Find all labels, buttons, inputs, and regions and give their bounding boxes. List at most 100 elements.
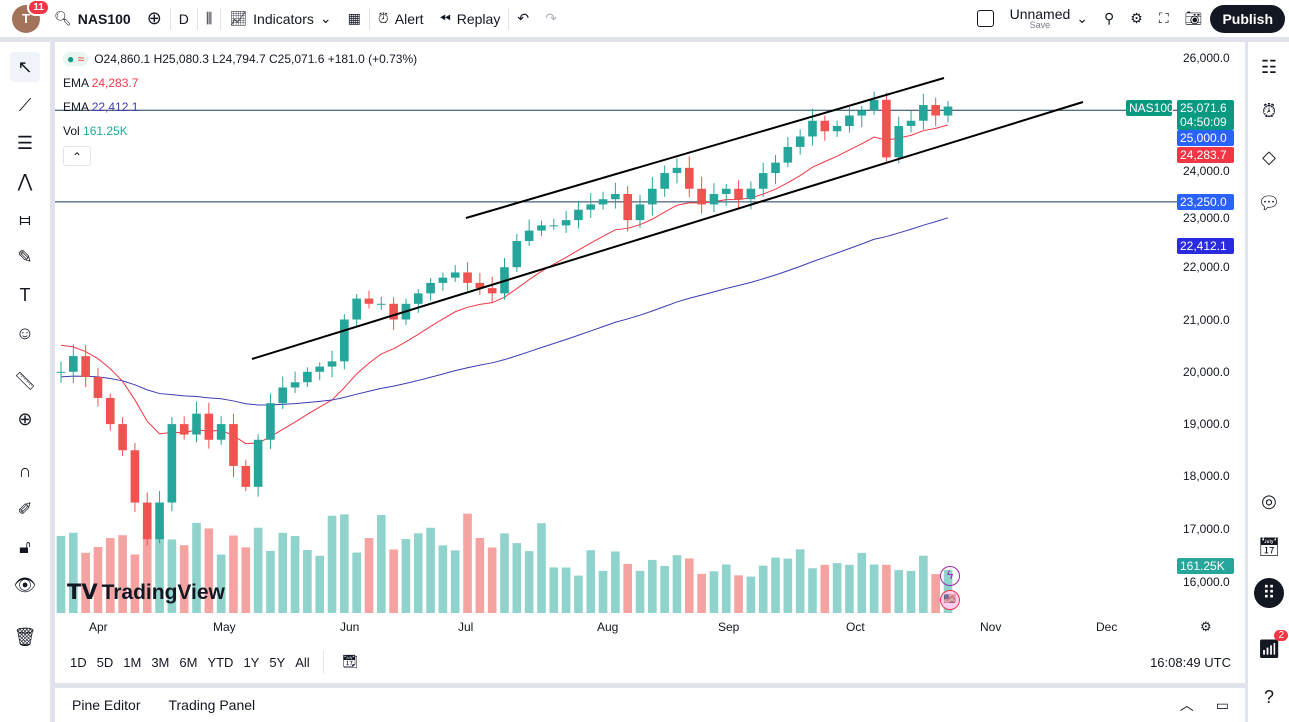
forecast-tool[interactable]: ⧦ xyxy=(10,204,40,234)
lightning-search-icon: ⚲ xyxy=(1104,10,1115,26)
snapshot-button[interactable]: 📷︎ xyxy=(1177,0,1211,38)
alerts-button[interactable]: ⏰︎ xyxy=(1254,96,1284,126)
trend-line-tool[interactable]: ⟋ xyxy=(10,90,40,120)
price-tick: 19,000.0 xyxy=(1183,417,1230,432)
candle-body xyxy=(327,361,337,367)
price-tick: 22,000.0 xyxy=(1183,260,1230,275)
compare-button[interactable]: ⊕ xyxy=(139,0,170,38)
candle-body xyxy=(537,225,546,231)
layout-button[interactable]: Unnamed Save ⌄ xyxy=(969,0,1096,38)
volume-bar xyxy=(684,558,694,613)
candle-body xyxy=(487,288,497,294)
candle-body xyxy=(783,146,793,163)
replay-button[interactable]: ⏪︎ Replay xyxy=(432,0,509,38)
us-flag-event-icon[interactable]: 🇺🇸 xyxy=(940,590,960,610)
utc-clock[interactable]: 16:08:49 UTC xyxy=(1150,654,1231,670)
volume-bar xyxy=(808,568,817,613)
user-avatar[interactable]: T 11 xyxy=(12,0,50,33)
range-button[interactable]: 1M xyxy=(123,654,142,670)
range-button[interactable]: 1D xyxy=(70,654,87,670)
range-button[interactable]: YTD xyxy=(207,654,234,670)
bottom-panel: Pine Editor Trading Panel ︿ ▭ xyxy=(55,688,1245,722)
fullscreen-button[interactable]: ⛶ xyxy=(1151,0,1177,38)
ema-fast-tag: 24,283.7 xyxy=(1177,147,1234,163)
volume-bar xyxy=(672,555,682,613)
undo-button[interactable]: ↶ xyxy=(509,0,537,38)
trading-panel-tab[interactable]: Trading Panel xyxy=(168,697,256,713)
pattern-tool[interactable]: ⋀ xyxy=(10,166,40,196)
range-button[interactable]: 6M xyxy=(179,654,198,670)
volume-bar xyxy=(758,565,768,613)
interval-button[interactable]: D xyxy=(178,10,189,27)
time-tick: May xyxy=(213,620,236,634)
range-button[interactable]: 3M xyxy=(151,654,170,670)
remove-drawings-tool[interactable]: 🗑︎ xyxy=(10,622,40,652)
products-button[interactable]: ⠿ xyxy=(1254,578,1284,608)
help-icon: ? xyxy=(1263,686,1274,707)
layers-icon: ◇ xyxy=(1262,146,1276,167)
volume-bar xyxy=(524,551,534,613)
axis-settings-button[interactable]: ⚙ xyxy=(1200,619,1212,635)
time-axis[interactable]: Apr May Jun Jul Aug Sep Oct Nov Dec xyxy=(55,617,1175,637)
lightning-event-icon[interactable]: ϟ xyxy=(940,566,960,586)
zoom-tool[interactable]: ⊕ xyxy=(10,404,40,434)
range-button[interactable]: 1Y xyxy=(243,654,260,670)
price-scale[interactable]: 26,000.0 24,000.0 23,000.0 22,000.0 21,000.0… xyxy=(1177,42,1245,642)
grid-icon: ▦ xyxy=(347,10,361,26)
chart-area[interactable]: ● ≈ O24,860.1 H25,080.3 L24,794.7 C25,07… xyxy=(55,42,1245,683)
volume-legend[interactable]: Vol 161.25K xyxy=(63,124,128,138)
ema-slow-legend[interactable]: EMA 22,412.1 xyxy=(63,100,138,114)
price-tick: 16,000.0 xyxy=(1183,575,1230,589)
hide-tool[interactable]: 👁︎ xyxy=(10,570,40,600)
stay-drawing-tool[interactable]: ✐ xyxy=(10,494,40,524)
icon-tool[interactable]: ☺ xyxy=(10,318,40,348)
calendar-button[interactable]: 📅︎ xyxy=(1254,532,1284,562)
price-chart[interactable] xyxy=(55,42,1245,642)
notifications-button[interactable]: 📶︎ 2 xyxy=(1254,630,1288,664)
templates-button[interactable]: ▦ xyxy=(340,0,369,38)
ideas-button[interactable]: ◎ xyxy=(1254,486,1284,516)
symbol-search[interactable]: 🔍︎ NAS100 xyxy=(46,0,139,38)
alert-button[interactable]: ⏰︎ Alert xyxy=(370,0,432,38)
pine-editor-tab[interactable]: Pine Editor xyxy=(72,697,141,713)
volume-bar xyxy=(105,538,115,613)
candle-body xyxy=(832,125,842,132)
range-button[interactable]: All xyxy=(295,654,310,670)
candle-body xyxy=(130,450,140,503)
maximize-panel-button[interactable]: ▭ xyxy=(1216,697,1229,714)
redo-button[interactable]: ↷ xyxy=(537,0,565,38)
search-icon: 🔍︎ xyxy=(54,10,72,26)
brush-tool[interactable]: ✎ xyxy=(10,242,40,272)
lock-tool[interactable]: 🔓︎ xyxy=(10,532,40,562)
watchlist-button[interactable]: ☷ xyxy=(1254,52,1284,82)
range-button[interactable]: 5Y xyxy=(269,654,286,670)
cursor-tool[interactable]: ↖ xyxy=(10,52,40,82)
zoom-in-icon: ⊕ xyxy=(17,408,33,429)
magnet-tool[interactable]: ∩ xyxy=(10,456,40,486)
collapse-legend-button[interactable]: ⌃ xyxy=(63,146,91,166)
ruler-tool[interactable]: 📏︎ xyxy=(10,366,40,396)
chats-button[interactable]: 💬︎ xyxy=(1254,188,1284,218)
candle-body xyxy=(426,282,435,294)
settings-button[interactable]: ⚙ xyxy=(1122,0,1151,38)
range-button[interactable]: 5D xyxy=(96,654,114,670)
candle-body xyxy=(389,303,398,320)
candle-body xyxy=(943,106,953,116)
volume-bar xyxy=(463,513,472,613)
fib-tool[interactable]: ☰ xyxy=(10,128,40,158)
level-25000-tag: 25,000.0 xyxy=(1177,130,1234,146)
candle-body xyxy=(906,120,916,126)
help-button[interactable]: ? xyxy=(1254,682,1284,712)
indicators-button[interactable]: 📈︎ Indicators ⌄ xyxy=(221,0,339,38)
goto-date-button[interactable]: 📆︎ xyxy=(332,654,369,670)
watermark-text: TradingView xyxy=(101,580,225,604)
text-tool[interactable]: T xyxy=(10,280,40,310)
volume-bar xyxy=(81,552,90,613)
object-tree-button[interactable]: ◇ xyxy=(1254,142,1284,172)
publish-button[interactable]: Publish xyxy=(1210,4,1285,33)
pattern-icon: ⋀ xyxy=(17,170,33,191)
collapse-panel-button[interactable]: ︿ xyxy=(1180,695,1194,715)
chart-type-button[interactable]: ⫼ xyxy=(198,0,220,38)
ema-fast-legend[interactable]: EMA 24,283.7 xyxy=(63,76,138,90)
quick-search-button[interactable]: ⚲ xyxy=(1096,0,1122,38)
